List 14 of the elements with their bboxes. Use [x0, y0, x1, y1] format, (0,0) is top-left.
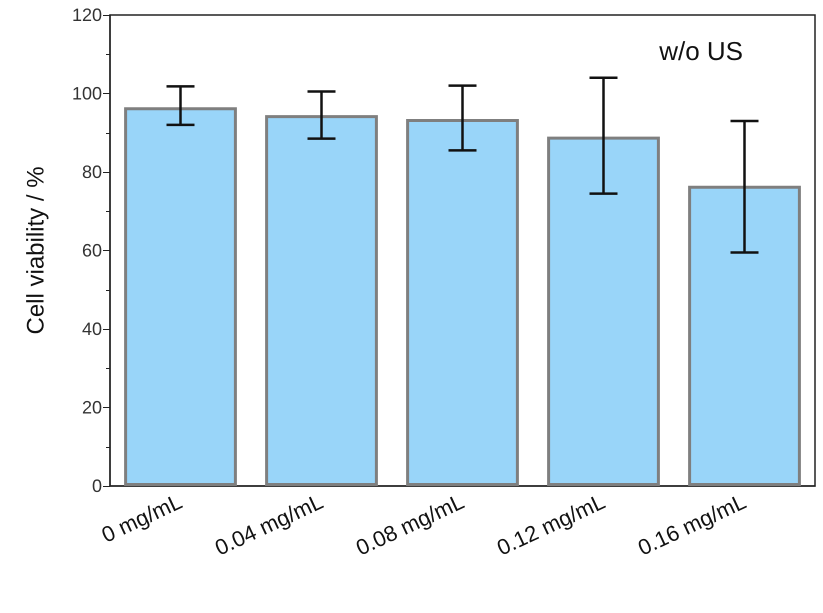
y-tick-label: 40 [82, 319, 102, 339]
bar [406, 119, 519, 486]
bar [265, 115, 378, 486]
bar [547, 136, 660, 486]
y-tick-label: 120 [72, 5, 102, 25]
y-tick-label: 60 [82, 240, 102, 260]
y-tick-label: 20 [82, 398, 102, 418]
bar [124, 107, 237, 486]
y-tick-label: 0 [92, 476, 102, 496]
y-tick-label: 100 [72, 84, 102, 104]
y-tick-label: 80 [82, 162, 102, 182]
y-axis-title: Cell viability / % [22, 166, 50, 335]
annotation: w/o US [658, 36, 744, 66]
bar [688, 186, 801, 486]
